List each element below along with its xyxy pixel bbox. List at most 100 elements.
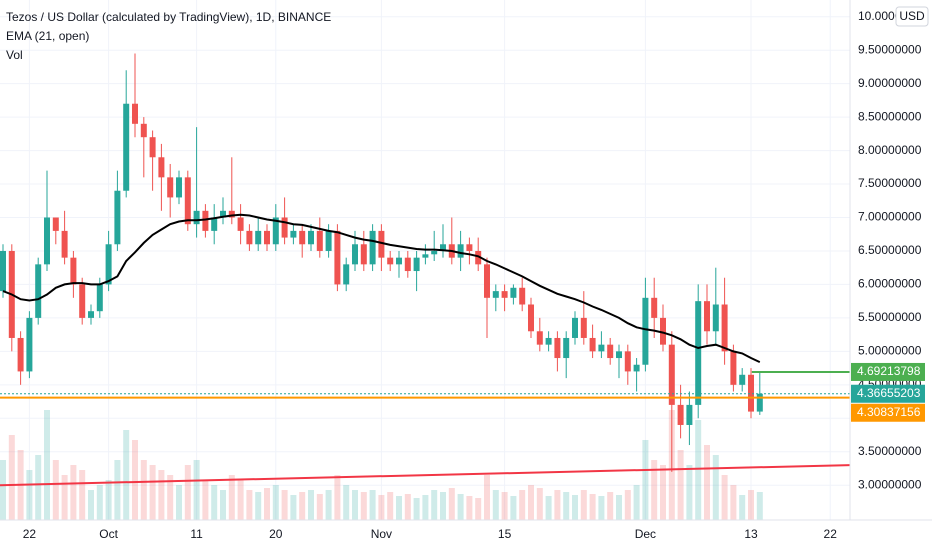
- y-tick-label: 6.00000000: [858, 277, 922, 291]
- candle-body: [756, 393, 763, 412]
- volume-bar: [457, 494, 464, 520]
- volume-bar: [193, 460, 200, 520]
- currency-button[interactable]: USD: [895, 6, 929, 27]
- volume-bar: [589, 494, 596, 520]
- candle-body: [616, 351, 622, 359]
- candle-body: [466, 244, 473, 251]
- volume-bar: [61, 475, 68, 520]
- candle-body: [140, 123, 147, 138]
- candle-body: [475, 250, 482, 265]
- candle-body: [677, 404, 684, 425]
- volume-bar: [413, 498, 420, 520]
- y-tick-label: 7.00000000: [858, 210, 922, 224]
- volume-bar: [158, 470, 165, 520]
- candle-body: [123, 103, 130, 191]
- candle-body: [580, 317, 587, 338]
- y-tick-label: 3.50000000: [858, 444, 922, 458]
- volume-bar: [316, 494, 323, 520]
- candle-body: [290, 230, 297, 238]
- candle-body: [607, 344, 614, 359]
- volume-bar: [290, 495, 297, 520]
- volume-bar: [492, 490, 499, 520]
- volume-bar: [422, 495, 429, 520]
- candle-body: [598, 344, 605, 352]
- volume-bar: [660, 465, 666, 520]
- volume-bar: [0, 460, 6, 520]
- candle-body: [352, 244, 358, 265]
- volume-bar: [202, 480, 209, 520]
- trendline: [0, 464, 851, 487]
- candle-body: [431, 250, 438, 255]
- volume-bar: [88, 490, 94, 520]
- candle-body: [237, 217, 244, 231]
- volume-bar: [730, 485, 737, 520]
- candle-body: [651, 297, 658, 318]
- currency-label[interactable]: USD: [899, 9, 925, 23]
- candle-body: [492, 291, 499, 298]
- volume-bar: [228, 475, 235, 520]
- candle-body: [387, 257, 394, 265]
- volume-bar: [440, 492, 446, 520]
- volume-bar: [695, 420, 702, 520]
- volume-bar: [184, 465, 191, 520]
- candle-body: [272, 217, 279, 245]
- volume-bar: [52, 460, 59, 520]
- candle-body: [149, 137, 156, 158]
- currency-button-bg[interactable]: [895, 6, 929, 27]
- volume-bar: [510, 496, 517, 520]
- x-tick-label: Oct: [99, 527, 118, 541]
- volume-bar: [325, 490, 332, 520]
- candle-body: [369, 230, 376, 265]
- volume-bar: [132, 440, 138, 520]
- volume-bar: [748, 490, 754, 520]
- candle-body: [61, 230, 68, 258]
- volume-bar: [387, 492, 394, 520]
- candle-body: [660, 317, 666, 345]
- y-tick-label: 6.50000000: [858, 243, 922, 257]
- volume-bar: [448, 488, 455, 520]
- volume-bar: [431, 490, 438, 520]
- candle-body: [17, 337, 24, 372]
- x-tick-label: 15: [498, 527, 512, 541]
- candle-body: [167, 177, 174, 198]
- volume-bar: [572, 495, 578, 520]
- candle-body: [360, 244, 367, 265]
- candle-body: [281, 217, 288, 238]
- candle-body: [132, 103, 138, 124]
- candle-body: [114, 190, 121, 245]
- candle-body: [35, 264, 42, 318]
- volume-bar: [246, 490, 253, 520]
- candle-body: [228, 210, 235, 218]
- x-tick-label: 22: [23, 527, 37, 541]
- volume-bar: [167, 475, 174, 520]
- volume-bar: [642, 440, 649, 520]
- candle-body: [193, 210, 200, 225]
- volume-bar: [220, 490, 226, 520]
- volume-bar: [8, 435, 15, 520]
- candle-body: [440, 244, 446, 251]
- y-tick-label: 3.00000000: [858, 477, 922, 491]
- candle-body: [343, 264, 350, 285]
- candle-body: [378, 230, 385, 258]
- candle-body: [528, 304, 534, 332]
- candle-body: [246, 230, 253, 245]
- price-label: 4.36655203: [857, 386, 921, 400]
- candle-body: [202, 210, 209, 231]
- volume-bar: [44, 410, 50, 520]
- volume-bar: [140, 460, 147, 520]
- candle-body: [686, 404, 693, 425]
- volume-bar: [105, 480, 112, 520]
- candles: [0, 53, 763, 472]
- candle-body: [26, 317, 33, 372]
- candle-body: [712, 304, 719, 332]
- candle-body: [316, 230, 323, 251]
- volume-bar: [677, 450, 684, 520]
- candle-body: [624, 351, 631, 372]
- candle-body: [589, 337, 596, 352]
- y-tick-label: 8.00000000: [858, 143, 922, 157]
- candle-body: [184, 177, 191, 225]
- volume-bar: [343, 485, 350, 520]
- price-label-bg: [851, 403, 925, 422]
